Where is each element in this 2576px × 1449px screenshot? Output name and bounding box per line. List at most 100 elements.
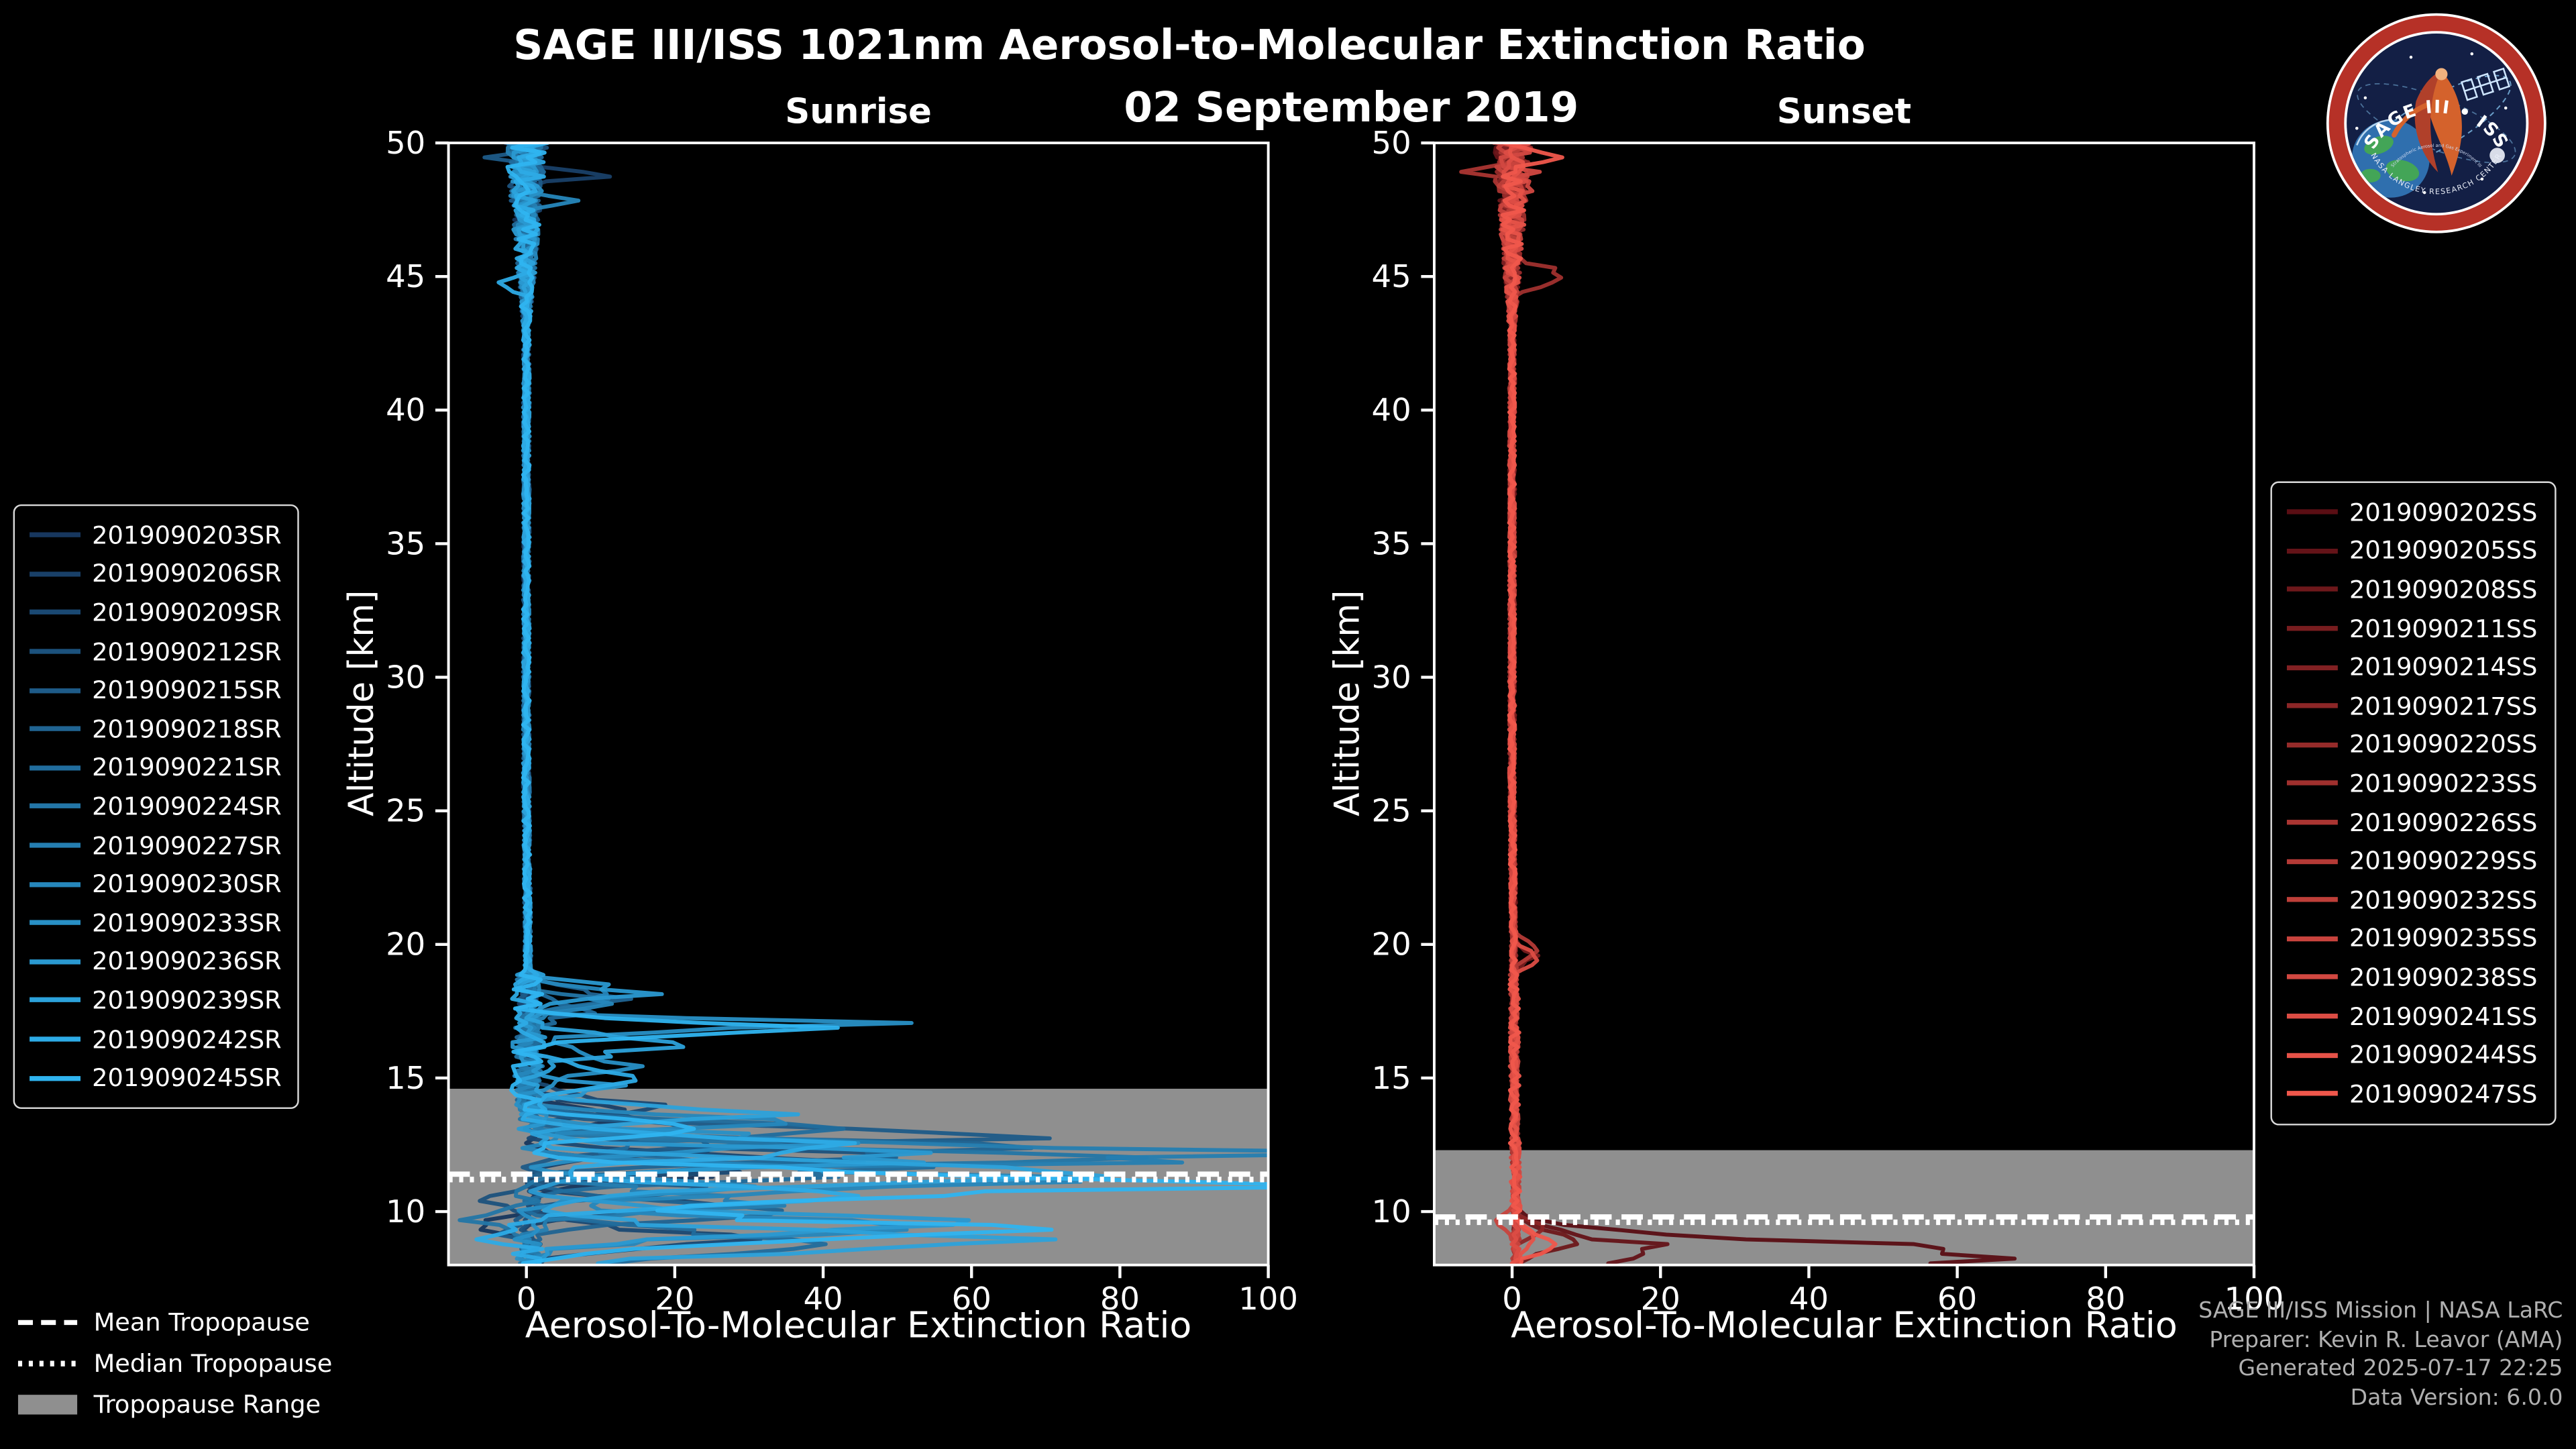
- legend-line-sample: [30, 765, 81, 771]
- legend-line-sample: [2286, 897, 2338, 903]
- sun-figure: [2392, 68, 2462, 176]
- y-tick-label: 20: [1371, 926, 1411, 963]
- moon-graphic: [2489, 148, 2505, 163]
- legend-line-sample: [2286, 665, 2338, 670]
- legend-item: 2019090202SS: [2279, 493, 2548, 532]
- legend-line-sample: [2286, 858, 2338, 864]
- legend-line-sample: [2286, 626, 2338, 631]
- legend-line-sample: [30, 920, 81, 926]
- sunset-plot: 0 20 40 60 80 100 10 15 20 25 30 35 40 45 50: [1371, 125, 2284, 1317]
- legend-line-sample: [30, 571, 81, 577]
- logo-stars: [2355, 52, 2508, 195]
- x-tick-label: 80: [1100, 1281, 1140, 1317]
- attribution-preparer: Preparer: Kevin R. Leavor (AMA): [2209, 1326, 2563, 1353]
- legend-line-sample: [30, 727, 81, 732]
- mean-tropopause-legend-item: Mean Tropopause: [16, 1301, 332, 1342]
- y-tick-label: 20: [386, 926, 425, 963]
- legend-label: 2019090226SS: [2349, 807, 2538, 837]
- legend-line-sample: [2286, 587, 2338, 592]
- legend-label: 2019090229SS: [2349, 846, 2538, 876]
- sunrise-panel-title: Sunrise: [785, 92, 932, 131]
- legend-line-sample: [30, 998, 81, 1003]
- tropopause-range-legend-item: Tropopause Range: [16, 1383, 332, 1424]
- logo-art: [2351, 52, 2516, 198]
- sage-iss-logo: SAGE III • ISS Stratospheric Aerosol and…: [2326, 13, 2546, 233]
- legend-item: 2019090217SS: [2279, 687, 2548, 726]
- legend-line-sample: [30, 843, 81, 848]
- earth-graphic: [2351, 119, 2430, 198]
- figure-date: 02 September 2019: [1124, 83, 1579, 131]
- legend-item: 2019090227SR: [21, 826, 291, 865]
- legend-label: 2019090202SS: [2349, 497, 2538, 527]
- profile-line: [1495, 143, 1545, 1265]
- x-tick-label: 60: [1937, 1281, 1977, 1317]
- profile-line: [505, 143, 1269, 1265]
- y-tick-label: 35: [386, 525, 425, 561]
- legend-line-sample: [30, 688, 81, 693]
- x-tick-label: 80: [2086, 1281, 2125, 1317]
- attribution: SAGE III/ISS Mission | NASA LaRC Prepare…: [2198, 1298, 2563, 1413]
- legend-item: 2019090215SR: [21, 671, 291, 710]
- legend-line-sample: [2286, 1052, 2338, 1058]
- dotted-line-sample: [17, 1360, 78, 1366]
- legend-item: 2019090223SS: [2279, 764, 2548, 803]
- legend-label: 2019090236SR: [92, 947, 282, 977]
- legend-label: 2019090217SS: [2349, 691, 2538, 721]
- orbit-line-2: [2357, 83, 2516, 164]
- legend-item: 2019090214SS: [2279, 648, 2548, 687]
- sunrise-x-axis-label: Aerosol-To-Molecular Extinction Ratio: [525, 1305, 1192, 1348]
- legend-item: 2019090209SR: [21, 594, 291, 633]
- legend-item: 2019090229SS: [2279, 842, 2548, 881]
- iss-graphic: [2460, 67, 2511, 101]
- legend-line-sample: [2286, 742, 2338, 747]
- legend-item: 2019090241SS: [2279, 997, 2548, 1036]
- legend-item: 2019090236SR: [21, 943, 291, 981]
- y-tick-label: 35: [1371, 525, 1411, 561]
- plot-border: [447, 142, 1270, 1267]
- y-tick-label: 15: [386, 1060, 425, 1096]
- legend-line-sample: [30, 959, 81, 965]
- sunset-panel-title: Sunset: [1776, 92, 1912, 131]
- legend-line-sample: [30, 804, 81, 810]
- attribution-data-version: Data Version: 6.0.0: [2350, 1384, 2563, 1411]
- profile-line: [1500, 143, 1564, 1265]
- x-tick-label: 60: [952, 1281, 991, 1317]
- legend-label: 2019090209SR: [92, 598, 282, 628]
- y-tick-label: 40: [1371, 392, 1411, 428]
- sunrise-plot: 0 20 40 60 80 100 10 15 20 25 30 35 40 45 50: [386, 125, 1298, 1317]
- legend-item: 2019090205SS: [2279, 531, 2548, 570]
- legend-label: 2019090233SR: [92, 908, 282, 938]
- legend-item: 2019090242SR: [21, 1020, 291, 1059]
- legend-item: 2019090208SS: [2279, 570, 2548, 609]
- legend-line-sample: [2286, 975, 2338, 980]
- legend-label: 2019090223SS: [2349, 769, 2538, 799]
- legend-line-sample: [30, 1075, 81, 1081]
- x-tick-label: 100: [1238, 1281, 1298, 1317]
- legend-label: 2019090218SR: [92, 714, 282, 744]
- tropopause-range-label: Tropopause Range: [93, 1389, 321, 1419]
- legend-label: 2019090208SS: [2349, 575, 2538, 605]
- legend-label: 2019090211SS: [2349, 613, 2538, 643]
- y-tick-label: 10: [386, 1193, 425, 1230]
- legend-line-sample: [2286, 820, 2338, 825]
- legend-label: 2019090247SS: [2349, 1079, 2538, 1109]
- mean-tropopause-label: Mean Tropopause: [93, 1307, 310, 1337]
- legend-item: 2019090235SS: [2279, 919, 2548, 958]
- x-tick-label: 100: [2224, 1281, 2284, 1317]
- legend-item: 2019090244SS: [2279, 1036, 2548, 1075]
- legend-label: 2019090205SS: [2349, 536, 2538, 566]
- legend-item: 2019090203SR: [21, 516, 291, 555]
- legend-item: 2019090239SR: [21, 981, 291, 1020]
- y-tick-label: 25: [386, 793, 425, 829]
- y-tick-label: 45: [1371, 258, 1411, 294]
- legend-line-sample: [30, 649, 81, 654]
- sunrise-y-axis-label: Altitude [km]: [341, 590, 382, 816]
- y-tick-label: 10: [1371, 1193, 1411, 1230]
- legend-label: 2019090224SR: [92, 792, 282, 822]
- legend-line-sample: [30, 1036, 81, 1042]
- legend-item: 2019090232SS: [2279, 881, 2548, 920]
- legend-line-sample: [2286, 548, 2338, 554]
- legend-item: 2019090211SS: [2279, 609, 2548, 648]
- attribution-mission: SAGE III/ISS Mission | NASA LaRC: [2198, 1297, 2563, 1324]
- legend-line-sample: [2286, 936, 2338, 941]
